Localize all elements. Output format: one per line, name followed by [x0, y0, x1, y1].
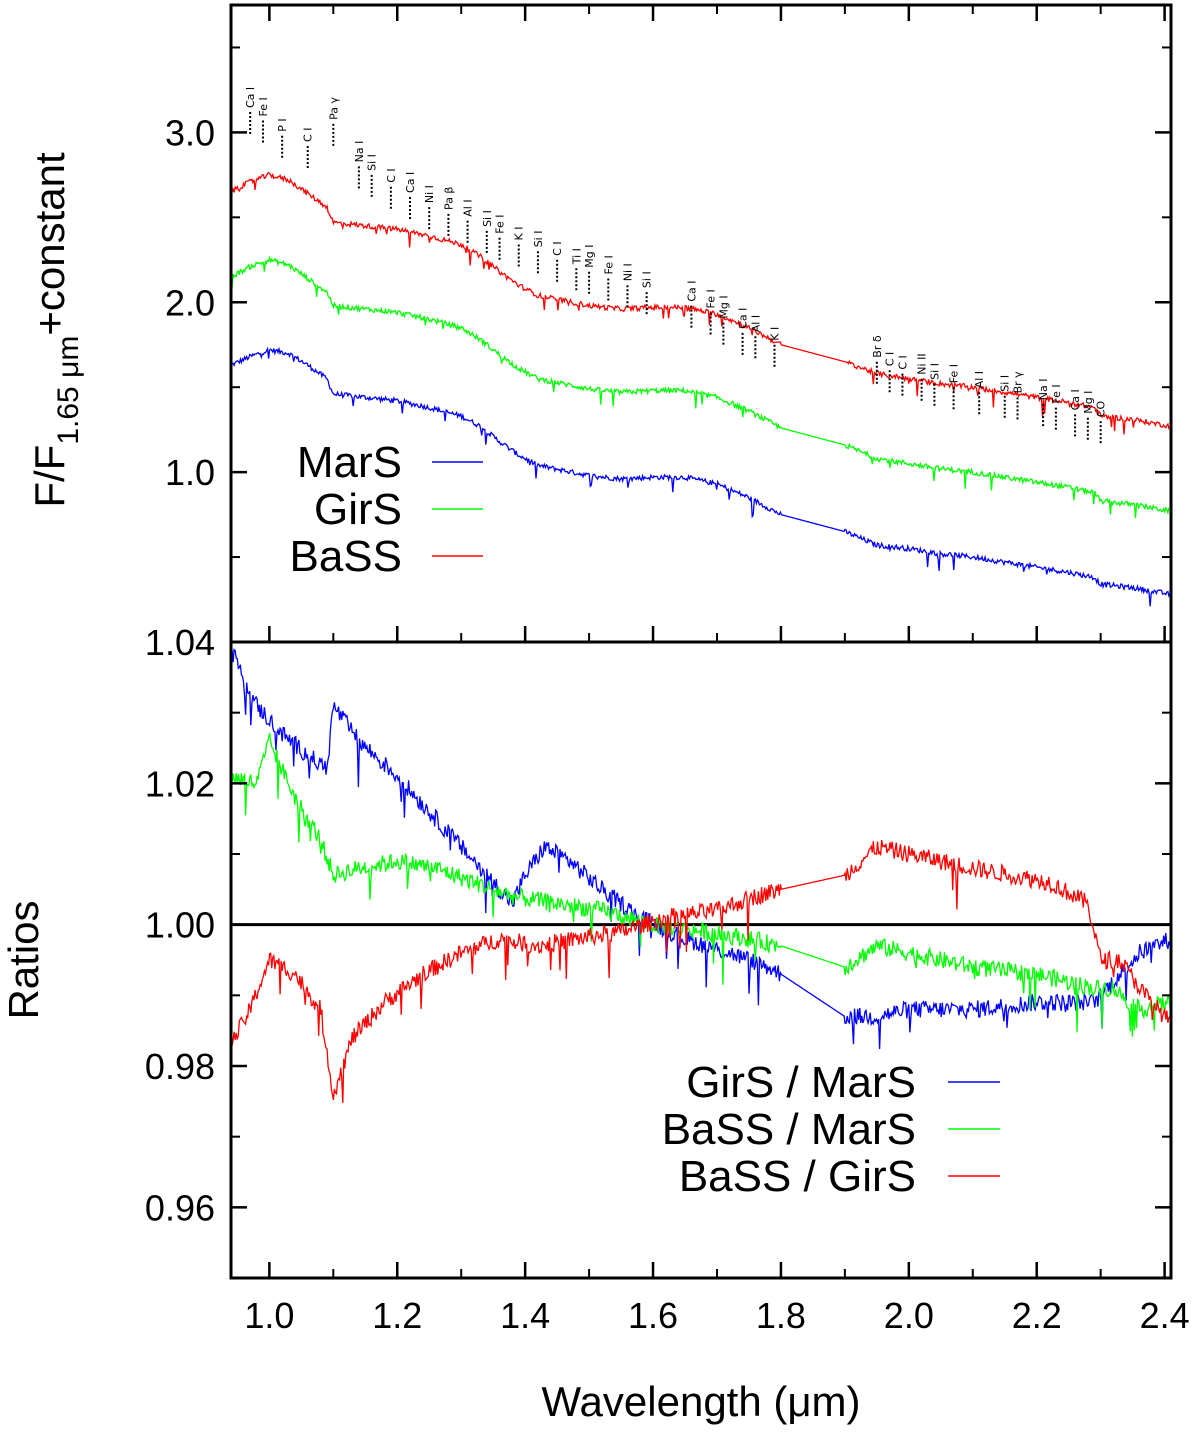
y-tick-label: 0.96 [145, 1187, 215, 1228]
legend-label: GirS [314, 485, 402, 534]
line-id-label: C I [896, 355, 909, 369]
line-id-label: Fe I [602, 255, 615, 274]
line-id-label: Si I [481, 210, 494, 227]
spectra-panel: Ca I Fe IP IC IPa γNa ISi IC I Ca INi I Pa … [26, 3, 1173, 644]
line-id-label: Ni I [621, 263, 634, 281]
x-tick-label: 1.4 [500, 1295, 550, 1336]
line-id-label: Al I [749, 315, 762, 332]
series-line-girs-mars [230, 648, 1172, 1050]
line-id-label: Ca I [244, 87, 257, 108]
x-tick-label: 1.6 [628, 1295, 678, 1336]
spectra-y-axis-title: F/F1.65 μm+constant [26, 152, 85, 508]
line-identifications: Ca I Fe IP IC IPa γNa ISi IC I Ca INi I Pa … [244, 87, 1108, 444]
line-id-label: C I [884, 352, 897, 366]
line-id-label: Ti I [570, 248, 583, 265]
line-id-label: Mg I [717, 295, 730, 318]
line-id-label: Fe I [494, 214, 507, 233]
y-tick-label: 1.02 [145, 763, 215, 804]
line-id-label: Fe I [1050, 384, 1063, 403]
legend-label: BaSS / GirS [679, 1152, 916, 1201]
y-title-subscript: 1.65 μm [52, 336, 85, 445]
line-id-label: Fe I [257, 97, 270, 116]
y-title-main: F/F [26, 445, 73, 508]
x-tick-label: 1.2 [372, 1295, 422, 1336]
line-id-label: C I [385, 168, 398, 182]
series-line-girs [230, 255, 1172, 519]
line-id-label: CO [1095, 400, 1108, 417]
line-id-label: Si I [928, 363, 941, 380]
line-id-label: Ni II [916, 353, 929, 374]
line-id-label: Na I [353, 141, 366, 163]
line-id-label: Na I [1037, 378, 1050, 400]
line-id-label: Si I [641, 271, 654, 288]
line-id-label: C I [551, 241, 564, 255]
line-id-label: Ca I [737, 308, 750, 329]
line-id-label: P I [276, 118, 289, 131]
x-tick-label: 1.0 [244, 1295, 294, 1336]
y-tick-label: 3.0 [165, 112, 215, 153]
line-id-label: Br δ [871, 335, 884, 358]
line-id-label: Ca I [685, 280, 698, 301]
line-id-label: Fe I [705, 289, 718, 308]
legend-label: GirS / MarS [686, 1058, 916, 1107]
spectra-lines [230, 171, 1172, 607]
line-id-label: Si I [532, 231, 545, 248]
legend-label: BaSS / MarS [662, 1105, 916, 1154]
series-line-mars [230, 346, 1172, 607]
x-axis-title: Wavelength (μm) [541, 1378, 860, 1425]
spectra-ticks: 1.0 2.0 3.0 [165, 46, 1171, 559]
y-tick-label: 1.00 [145, 905, 215, 946]
ratio-lines [230, 648, 1172, 1104]
line-id-label: Al I [462, 199, 475, 216]
x-tick-label: 2.4 [1140, 1295, 1190, 1336]
y-title-tail: +constant [26, 152, 73, 336]
line-id-label: Al I [973, 371, 986, 388]
series-line-bass [230, 171, 1172, 435]
y-tick-label: 1.04 [145, 622, 215, 663]
ratio-ticks: 0.96 0.98 1.00 1.02 1.04 1.0 1.2 1.4 1.6 1.8 2.0 2.… [145, 5, 1190, 1336]
ratios-y-axis-title: Ratios [0, 900, 47, 1019]
y-tick-label: 1.0 [165, 452, 215, 493]
line-id-label: Si I [999, 375, 1012, 392]
line-id-label: Mg I [1082, 391, 1095, 414]
line-id-label: Pa γ [327, 97, 340, 120]
x-tick-label: 2.2 [1012, 1295, 1062, 1336]
series-line-bass-girs [230, 839, 1172, 1104]
ratios-panel: 0.96 0.98 1.00 1.02 1.04 1.0 1.2 1.4 1.6 1.8 2.0 2.… [0, 5, 1190, 1425]
series-line-bass-mars [230, 732, 1172, 1037]
line-id-label: K I [769, 327, 782, 341]
line-id-label: Fe I [948, 364, 961, 383]
line-id-label: C I [302, 128, 315, 142]
line-id-label: K I [513, 227, 526, 241]
y-tick-label: 0.98 [145, 1046, 215, 1087]
x-tick-label: 1.8 [756, 1295, 806, 1336]
line-id-label: Ca I [1069, 389, 1082, 410]
line-id-label: Ni I [423, 185, 436, 203]
y-tick-label: 2.0 [165, 282, 215, 323]
ratios-frame [229, 640, 1173, 1280]
line-id-label: Br γ [1012, 371, 1025, 394]
line-id-label: Mg I [583, 244, 596, 267]
line-id-label: Ca I [404, 172, 417, 193]
legend-label: BaSS [289, 532, 402, 581]
line-id-label: Pa β [442, 187, 455, 210]
legend-label: MarS [297, 438, 402, 487]
x-tick-label: 2.0 [884, 1295, 934, 1336]
line-id-label: Si I [366, 154, 379, 171]
